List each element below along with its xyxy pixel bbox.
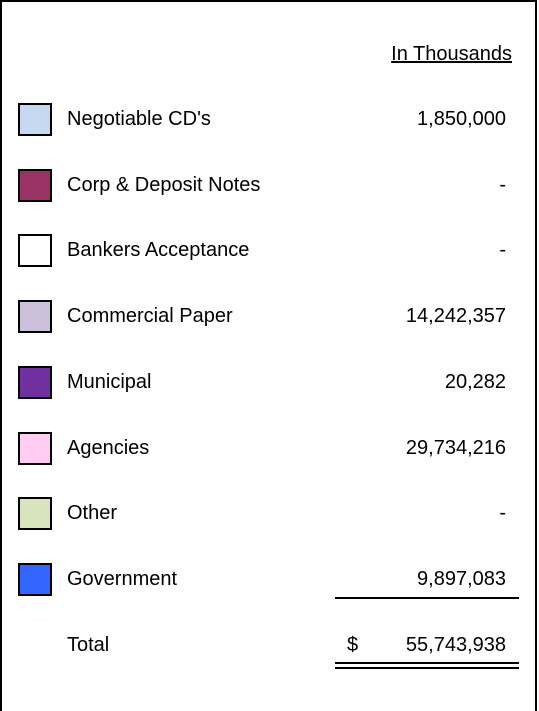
row-label: Negotiable CD's: [67, 108, 211, 130]
subtotal-rule: [335, 596, 519, 599]
row-label: Government: [67, 567, 178, 590]
row-value: 29,734,216: [405, 436, 506, 459]
row-label: Municipal: [67, 370, 152, 393]
legend-swatch: [18, 234, 52, 268]
row-value: -: [499, 239, 506, 262]
total-value: 55,743,938: [405, 633, 506, 656]
total-rule: [335, 666, 519, 669]
row-label: Commercial Paper: [67, 305, 233, 328]
row-value: -: [499, 502, 506, 525]
row-value: 1,850,000: [417, 108, 506, 130]
total-currency: $: [347, 633, 359, 656]
total-rule: [335, 661, 519, 664]
legend-swatch: [18, 365, 52, 399]
row-label: Other: [67, 502, 118, 525]
row-value: -: [499, 173, 506, 196]
legend-swatch: [18, 431, 52, 465]
row-value: 20,282: [444, 370, 506, 393]
row-value: 14,242,357: [405, 305, 506, 328]
total-label: Total: [67, 633, 110, 656]
legend-swatch: [18, 168, 52, 202]
row-label: Agencies: [67, 436, 150, 459]
row-label: Corp & Deposit Notes: [67, 173, 261, 196]
legend-swatch: [18, 300, 52, 334]
legend-swatch: [18, 562, 52, 596]
legend-swatch: [18, 103, 52, 136]
row-value: 9,897,083: [417, 567, 506, 590]
legend-swatch: [18, 497, 52, 531]
row-label: Bankers Acceptance: [67, 239, 250, 262]
column-header: In Thousands: [391, 43, 512, 65]
